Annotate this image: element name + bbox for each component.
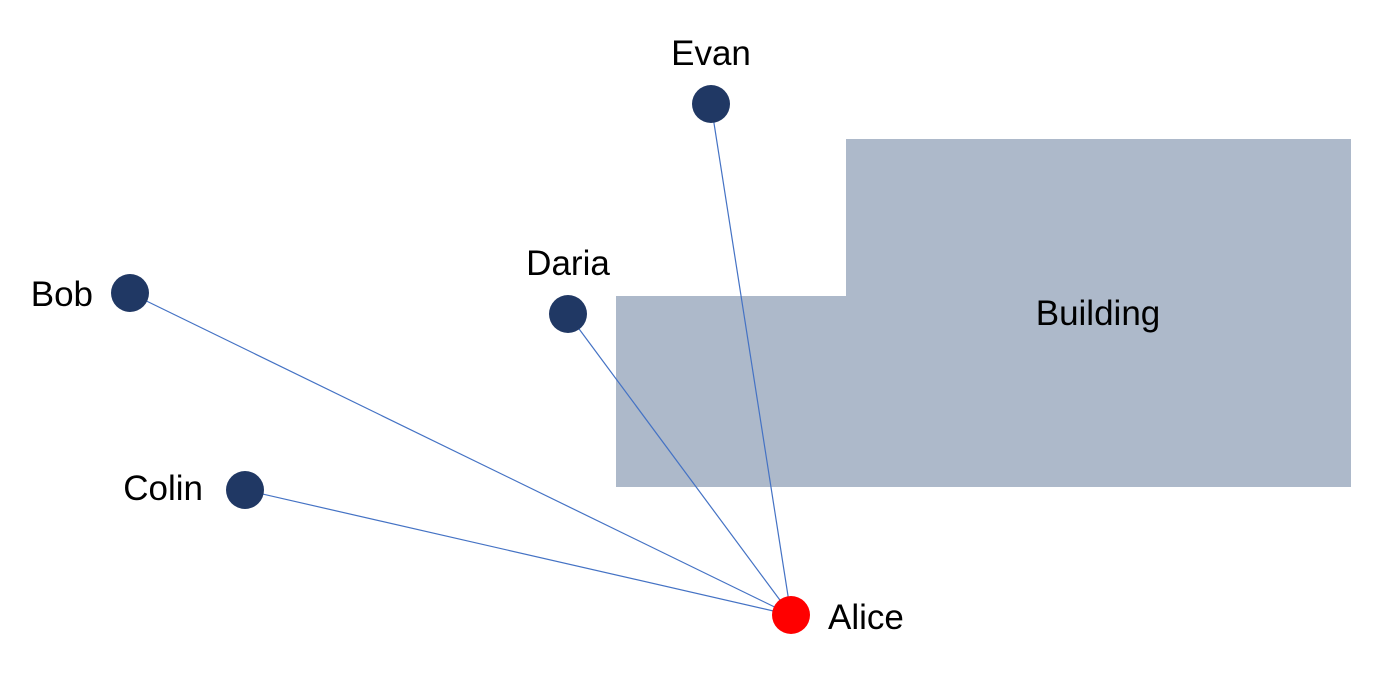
node-circle	[772, 596, 810, 634]
peer-node-colin: Colin	[123, 469, 264, 509]
node-label: Evan	[671, 34, 751, 73]
node-circle	[226, 471, 264, 509]
node-label: Daria	[526, 244, 610, 283]
peer-node-bob: Bob	[31, 274, 149, 314]
hub-node-alice: Alice	[772, 596, 904, 637]
building-shape	[616, 139, 1351, 487]
link-alice-daria	[567, 313, 792, 616]
building-label: Building	[1036, 294, 1161, 333]
node-circle	[692, 85, 730, 123]
peer-node-daria: Daria	[526, 244, 610, 333]
building: Building	[616, 139, 1351, 487]
link-alice-bob	[129, 292, 792, 616]
peer-node-evan: Evan	[671, 34, 751, 123]
link-alice-colin	[244, 489, 792, 616]
node-label: Colin	[123, 469, 203, 508]
node-label: Alice	[828, 598, 904, 637]
link-alice-evan	[710, 103, 792, 616]
node-circle	[549, 295, 587, 333]
node-circle	[111, 274, 149, 312]
node-label: Bob	[31, 275, 93, 314]
links	[129, 103, 792, 616]
